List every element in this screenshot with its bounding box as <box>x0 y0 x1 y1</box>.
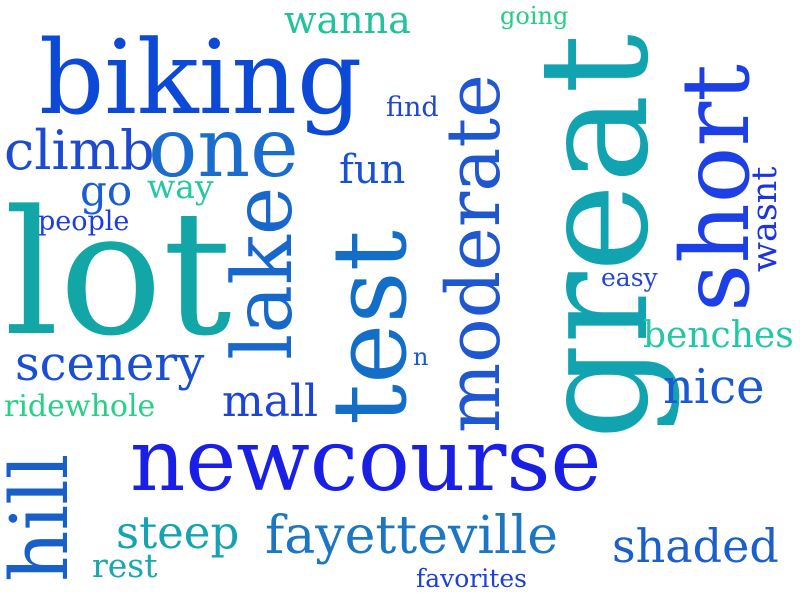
word-climb: climb <box>4 119 155 182</box>
word-rest: rest <box>92 546 158 585</box>
word-find: find <box>386 92 439 123</box>
word-one: one <box>148 101 299 196</box>
word-shaded: shaded <box>612 519 779 573</box>
word-nice: nice <box>663 359 765 415</box>
word-moderate: moderate <box>431 74 517 433</box>
word-steep: steep <box>116 506 240 559</box>
word-favorites: favorites <box>416 564 527 593</box>
word-lot: lot <box>4 173 232 374</box>
word-wanna: wanna <box>284 0 411 42</box>
word-fayetteville: fayetteville <box>265 506 559 566</box>
word-scenery: scenery <box>15 336 205 392</box>
word-benches: benches <box>643 315 794 356</box>
word-biking: biking <box>39 19 363 138</box>
word-people: people <box>38 206 130 237</box>
word-newcourse: newcourse <box>130 411 602 511</box>
word-mall: mall <box>222 376 319 427</box>
word-great: great <box>508 33 682 440</box>
word-fun: fun <box>339 147 406 193</box>
word-go: go <box>80 166 133 215</box>
word-n: n <box>413 343 429 371</box>
word-easy: easy <box>601 263 658 292</box>
word-wasnt: wasnt <box>745 166 785 272</box>
word-test: test <box>311 230 430 425</box>
word-ridewhole: ridewhole <box>4 389 156 424</box>
word-lake: lake <box>216 186 311 360</box>
word-way: way <box>147 167 214 206</box>
word-going: going <box>500 2 569 30</box>
word-hill: hill <box>0 453 86 582</box>
